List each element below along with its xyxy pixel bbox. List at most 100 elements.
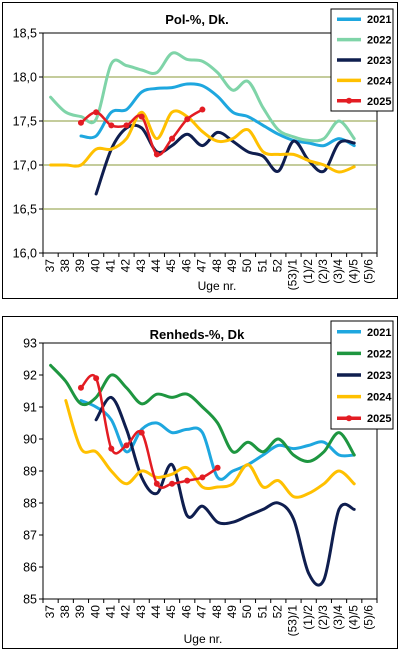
pol-xtick-label: (53)/1 xyxy=(286,259,300,291)
renhed-xtick-label: (1)/2 xyxy=(301,605,315,630)
renhed-series-point-2025 xyxy=(93,375,100,382)
renhed-legend-label-2022: 2022 xyxy=(367,348,391,360)
renhed-series-line-2024 xyxy=(64,399,356,499)
pol-series-point-2025 xyxy=(93,109,100,116)
pol-xtick-label: 50 xyxy=(240,259,254,273)
renhed-series-point-2025 xyxy=(184,477,191,484)
renhed-xtick-label: (3)/4 xyxy=(331,605,345,630)
pol-xtick-label: 46 xyxy=(179,259,193,273)
renhed-xtick-label: 50 xyxy=(240,605,254,619)
renhed-xtick-label: (53)/1 xyxy=(286,605,300,637)
pol-xtick-label: 41 xyxy=(103,259,117,273)
renhed-series-point-2025 xyxy=(169,480,176,487)
pol-legend-marker-2025 xyxy=(346,97,352,104)
renhed-series-line-2023 xyxy=(94,395,356,587)
pol-xtick-label: 39 xyxy=(73,259,87,273)
renhed-ytick-label: 88 xyxy=(23,497,37,511)
renhed-xtick-label: 52 xyxy=(270,605,284,619)
renhed-xtick-label: (4)/5 xyxy=(346,605,360,630)
pol-ytick-label: 17,0 xyxy=(13,159,37,173)
renhed-chart-title: Renheds-%, Dk xyxy=(150,327,245,342)
pol-xtick-label: 40 xyxy=(88,259,102,273)
renhed-xtick-label: 42 xyxy=(119,605,133,619)
renhed-legend-label-2023: 2023 xyxy=(367,370,391,382)
renhed-chart-panel: 85 86 87 88 89 90 91 92 93 37 38 39 40 41 42 43 44 45 46 47… xyxy=(2,316,398,649)
pol-xtick-label: (5)/6 xyxy=(362,259,376,284)
renhed-ytick-label: 87 xyxy=(23,529,37,543)
pol-series-line-2021 xyxy=(79,82,356,148)
pol-legend-label-2023: 2023 xyxy=(367,55,391,67)
pol-chart-panel: 16,0 16,5 17,0 17,5 18,0 18,5 37 38 39 40 41 42 43 44… xyxy=(2,2,398,299)
pol-xtick-label: (2)/3 xyxy=(316,259,330,284)
renhed-xtick-label: 49 xyxy=(225,605,239,619)
pol-xtick-label: 45 xyxy=(164,259,178,273)
renhed-legend-label-2025: 2025 xyxy=(367,413,391,425)
pol-ytick-label: 18,0 xyxy=(13,71,37,85)
pol-legend-label-2025: 2025 xyxy=(367,96,391,108)
renhed-series-point-2025 xyxy=(123,442,130,449)
renhed-xtick-label: 43 xyxy=(134,605,148,619)
pol-series-point-2025 xyxy=(184,116,191,123)
pol-ytick-label: 17,5 xyxy=(13,115,37,129)
renhed-series-point-2025 xyxy=(214,464,221,471)
pol-series-point-2025 xyxy=(153,151,160,158)
renhed-xtick-label: 41 xyxy=(103,605,117,619)
pol-legend-label-2022: 2022 xyxy=(367,35,391,47)
pol-plot-area xyxy=(42,32,378,254)
renhed-xtick-label: 39 xyxy=(73,605,87,619)
renhed-series-point-2025 xyxy=(138,429,145,436)
pol-xtick-label: 49 xyxy=(225,259,239,273)
pol-ytick-label: 16,0 xyxy=(13,247,37,261)
pol-ytick-label: 16,5 xyxy=(13,203,37,217)
renhed-ytick-label: 91 xyxy=(23,401,37,415)
pol-xtick-label: 48 xyxy=(210,259,224,273)
renhed-series-point-2025 xyxy=(199,474,206,481)
renhed-xtick-label: 44 xyxy=(149,605,163,619)
renhed-chart: 85 86 87 88 89 90 91 92 93 37 38 39 40 41 42 43 44 45 46 47… xyxy=(23,320,394,646)
pol-xtick-label: 37 xyxy=(43,259,57,273)
renhed-xtick-label: 46 xyxy=(179,605,193,619)
renhed-x-axis-label: Uge nr. xyxy=(184,632,223,646)
renhed-series-point-2025 xyxy=(108,445,115,452)
pol-series-point-2025 xyxy=(123,122,130,129)
pol-xtick-label: 52 xyxy=(270,259,284,273)
pol-x-axis-label: Uge nr. xyxy=(198,279,237,293)
pol-series-line-2024 xyxy=(49,109,356,174)
renhed-ytick-label: 85 xyxy=(23,593,37,607)
pol-legend-label-2021: 2021 xyxy=(367,14,391,26)
pol-xtick-label: 51 xyxy=(255,259,269,273)
renhed-ytick-label: 86 xyxy=(23,561,37,575)
renhed-plot-area xyxy=(42,342,378,600)
renhed-series-point-2025 xyxy=(77,384,84,391)
renhed-xtick-label: 51 xyxy=(255,605,269,619)
renhed-xtick-label: (2)/3 xyxy=(316,605,330,630)
renhed-xtick-label: 38 xyxy=(58,605,72,619)
pol-chart-title: Pol-%, Dk. xyxy=(165,12,229,27)
pol-xtick-label: (4)/5 xyxy=(346,259,360,284)
renhed-series-point-2025 xyxy=(153,480,160,487)
pol-series-point-2025 xyxy=(77,119,84,126)
pol-legend-label-2024: 2024 xyxy=(367,75,392,87)
pol-xtick-label: 43 xyxy=(134,259,148,273)
pol-series-point-2025 xyxy=(169,135,176,142)
renhed-legend-label-2024: 2024 xyxy=(367,392,392,404)
pol-xtick-label: 42 xyxy=(119,259,133,273)
pol-series-line-2022 xyxy=(49,51,356,143)
renhed-xtick-label: 47 xyxy=(195,605,209,619)
renhed-series-line-2021 xyxy=(79,399,356,481)
pol-series-point-2025 xyxy=(138,113,145,120)
pol-legend: 2021 2022 2023 2024 2025 xyxy=(330,8,394,112)
pol-xtick-label: 38 xyxy=(58,259,72,273)
pol-ytick-label: 18,5 xyxy=(13,27,37,41)
renhed-ytick-label: 89 xyxy=(23,465,37,479)
renhed-ytick-label: 93 xyxy=(23,337,37,351)
renhed-xtick-label: 40 xyxy=(88,605,102,619)
renhed-legend-label-2021: 2021 xyxy=(367,327,391,339)
renhed-ytick-label: 90 xyxy=(23,433,37,447)
pol-xtick-label: 44 xyxy=(149,259,163,273)
renhed-legend: 2021 2022 2023 2024 2025 xyxy=(330,320,394,430)
pol-series-point-2025 xyxy=(199,106,206,113)
pol-chart: 16,0 16,5 17,0 17,5 18,0 18,5 37 38 39 40 41 42 43 44… xyxy=(13,8,394,293)
pol-xtick-label: (3)/4 xyxy=(331,259,345,284)
renhed-legend-marker-2025 xyxy=(346,415,352,422)
